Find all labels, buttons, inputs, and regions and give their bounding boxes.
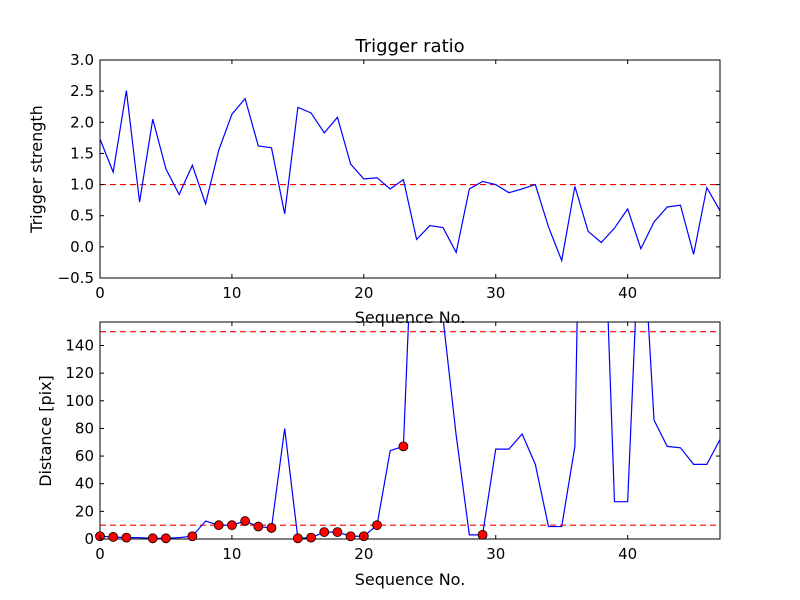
bottom-x-tick-label: 0 (95, 545, 105, 563)
bottom-x-tick-label: 30 (486, 545, 505, 563)
bottom-y-tick-label: 40 (75, 475, 94, 493)
top-y-tick-label: −0.5 (58, 269, 94, 287)
distance-axes: 0 10 20 30 40 0 20 40 60 80 100 120 140 Sequence No… (36, 321, 721, 589)
top-x-tick-label: 10 (222, 284, 241, 302)
top-x-axis-label: Sequence No. (355, 308, 466, 327)
top-y-tick-label: 3.0 (70, 51, 94, 69)
bottom-data-marker (332, 527, 343, 537)
bottom-y-tick-label: 60 (75, 447, 94, 465)
top-y-tick-label: 2.0 (70, 113, 94, 131)
bottom-data-marker (319, 527, 330, 537)
top-y-tick-label: 1.0 (70, 176, 94, 194)
top-x-tick-label: 40 (618, 284, 637, 302)
top-y-tick-label: 0.5 (70, 207, 94, 225)
top-x-tick-label: 0 (95, 284, 105, 302)
bottom-data-marker (253, 521, 264, 532)
top-series-line (100, 90, 720, 263)
bottom-y-axis-label: Distance [pix] (36, 375, 55, 487)
bottom-y-tick-label: 120 (65, 364, 94, 382)
top-x-tick-label: 30 (486, 284, 505, 302)
bottom-data-marker (292, 533, 303, 544)
top-plot-frame (99, 59, 721, 279)
top-y-tick-label: 2.5 (70, 82, 94, 100)
bottom-data-marker (240, 516, 251, 526)
top-x-tick-label: 20 (354, 284, 373, 302)
bottom-x-tick-label: 40 (618, 545, 637, 563)
bottom-series-line (100, 322, 720, 539)
bottom-data-marker (147, 533, 158, 544)
bottom-data-marker (227, 520, 237, 531)
bottom-data-marker (161, 533, 171, 544)
bottom-x-tick-label: 10 (222, 545, 241, 563)
bottom-data-marker (398, 441, 409, 452)
bottom-data-marker (108, 532, 119, 542)
bottom-x-axis-label: Sequence No. (355, 570, 466, 589)
bottom-data-marker (306, 532, 316, 543)
top-y-tick-label: 0.0 (70, 238, 94, 256)
bottom-x-tick-label: 20 (354, 545, 373, 563)
bottom-y-tick-label: 100 (65, 392, 94, 410)
top-chart-title: Trigger ratio (354, 36, 464, 57)
bottom-data-marker (372, 520, 382, 531)
bottom-data-marker (266, 523, 277, 533)
bottom-y-tick-label: 20 (75, 502, 94, 520)
bottom-data-marker (121, 532, 132, 543)
top-y-axis-label: Trigger strength (27, 105, 46, 234)
top-y-tick-label: 1.5 (70, 144, 94, 162)
bottom-y-tick-label: 80 (75, 419, 94, 437)
bottom-y-tick-label: 140 (65, 336, 94, 354)
bottom-y-tick-label: 0 (84, 530, 94, 548)
bottom-data-marker (345, 531, 356, 542)
bottom-plot-frame (99, 321, 721, 540)
bottom-data-marker (477, 529, 488, 540)
bottom-data-marker (213, 520, 224, 531)
bottom-data-marker (187, 531, 198, 542)
